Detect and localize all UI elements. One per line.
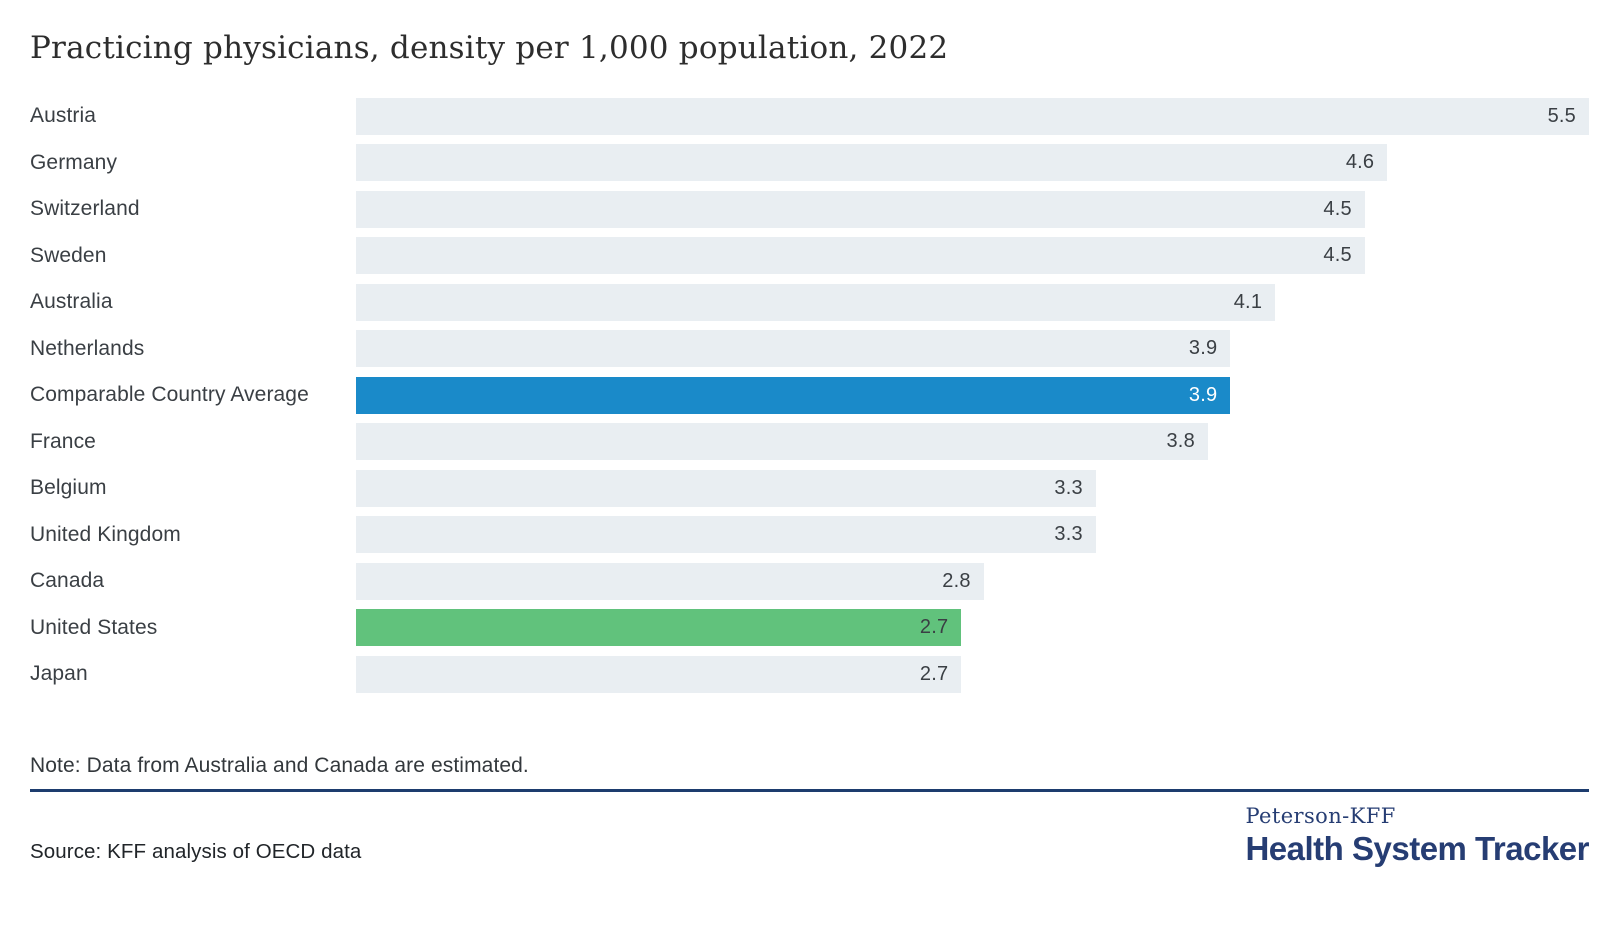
bar-track-austria: 5.5 [356,97,1589,135]
row-label-belgium: Belgium [30,476,107,500]
chart-note: Note: Data from Australia and Canada are… [30,754,529,777]
bar-value-label: 4.5 [1323,244,1352,267]
bar-comparable-country-average[interactable]: 3.9 [356,376,1231,414]
bar-track-canada: 2.8 [356,562,1589,600]
row-label-canada: Canada [30,569,105,593]
bar-belgium[interactable]: 3.3 [356,469,1096,507]
bar-germany[interactable]: 4.6 [356,144,1388,182]
row-label-comparable-country-average: Comparable Country Average [30,383,309,407]
bar-track-united-states: 2.7 [356,609,1589,647]
bar-track-japan: 2.7 [356,655,1589,693]
bar-track-france: 3.8 [356,423,1589,461]
brand-peterson-kff: Peterson-KFF [1245,804,1396,828]
chart-row-germany: Germany 4.6 [30,140,1589,187]
chart-title: Practicing physicians, density per 1,000… [30,30,949,66]
bar-canada[interactable]: 2.8 [356,562,984,600]
row-label-united-kingdom: United Kingdom [30,522,181,546]
bar-track-switzerland: 4.5 [356,190,1589,228]
bar-france[interactable]: 3.8 [356,423,1208,461]
brand-logo: Peterson-KFF Health System Tracker [1245,804,1589,868]
bar-value-label: 3.3 [1054,476,1083,499]
row-label-switzerland: Switzerland [30,197,140,221]
bar-value-label: 2.7 [919,662,949,685]
bar-track-belgium: 3.3 [356,469,1589,507]
bar-australia[interactable]: 4.1 [356,283,1276,321]
row-label-germany: Germany [30,150,118,174]
row-label-netherlands: Netherlands [30,336,145,360]
chart-row-france: France 3.8 [30,419,1589,466]
bar-value-label: 4.6 [1345,151,1375,174]
chart-row-australia: Australia 4.1 [30,279,1589,326]
bar-japan[interactable]: 2.7 [356,655,962,693]
bar-united-kingdom[interactable]: 3.3 [356,516,1096,554]
bar-value-label: 3.9 [1188,337,1218,360]
row-label-australia: Australia [30,290,113,314]
bar-track-germany: 4.6 [356,144,1589,182]
bar-value-label: 3.8 [1166,430,1195,453]
bar-value-label: 4.1 [1233,290,1263,313]
bar-track-sweden: 4.5 [356,237,1589,275]
bar-track-united-kingdom: 3.3 [356,516,1589,554]
bar-sweden[interactable]: 4.5 [356,237,1365,275]
bar-value-label: 3.3 [1054,523,1083,546]
bar-value-label: 5.5 [1547,104,1576,127]
bar-chart: Austria 5.5 Germany 4.6 Switzerland 4.5 Sweden… [30,93,1589,698]
chart-row-netherlands: Netherlands 3.9 [30,326,1589,373]
row-label-france: France [30,429,96,453]
chart-row-sweden: Sweden 4.5 [30,233,1589,280]
source-text: Source: KFF analysis of OECD data [30,840,362,863]
chart-row-canada: Canada 2.8 [30,558,1589,605]
bar-value-label: 4.5 [1323,197,1352,220]
chart-row-comparable-country-average: Comparable Country Average 3.9 [30,372,1589,419]
row-label-united-states: United States [30,615,158,639]
brand-health-system-tracker: Health System Tracker [1245,830,1589,867]
bar-switzerland[interactable]: 4.5 [356,190,1365,228]
chart-row-united-kingdom: United Kingdom 3.3 [30,512,1589,559]
bar-track-australia: 4.1 [356,283,1589,321]
row-label-austria: Austria [30,104,97,128]
row-label-japan: Japan [30,662,88,686]
bar-value-label: 2.7 [919,616,949,639]
chart-row-austria: Austria 5.5 [30,93,1589,140]
bar-value-label: 3.9 [1188,383,1218,406]
bar-united-states[interactable]: 2.7 [356,609,962,647]
bar-austria[interactable]: 5.5 [356,97,1589,135]
chart-row-switzerland: Switzerland 4.5 [30,186,1589,233]
bar-netherlands[interactable]: 3.9 [356,330,1231,368]
chart-row-united-states: United States 2.7 [30,605,1589,652]
bar-track-netherlands: 3.9 [356,330,1589,368]
divider-rule [30,789,1589,792]
bar-track-comparable-country-average: 3.9 [356,376,1589,414]
chart-row-belgium: Belgium 3.3 [30,465,1589,512]
row-label-sweden: Sweden [30,243,107,267]
bar-value-label: 2.8 [942,569,971,592]
chart-row-japan: Japan 2.7 [30,651,1589,698]
